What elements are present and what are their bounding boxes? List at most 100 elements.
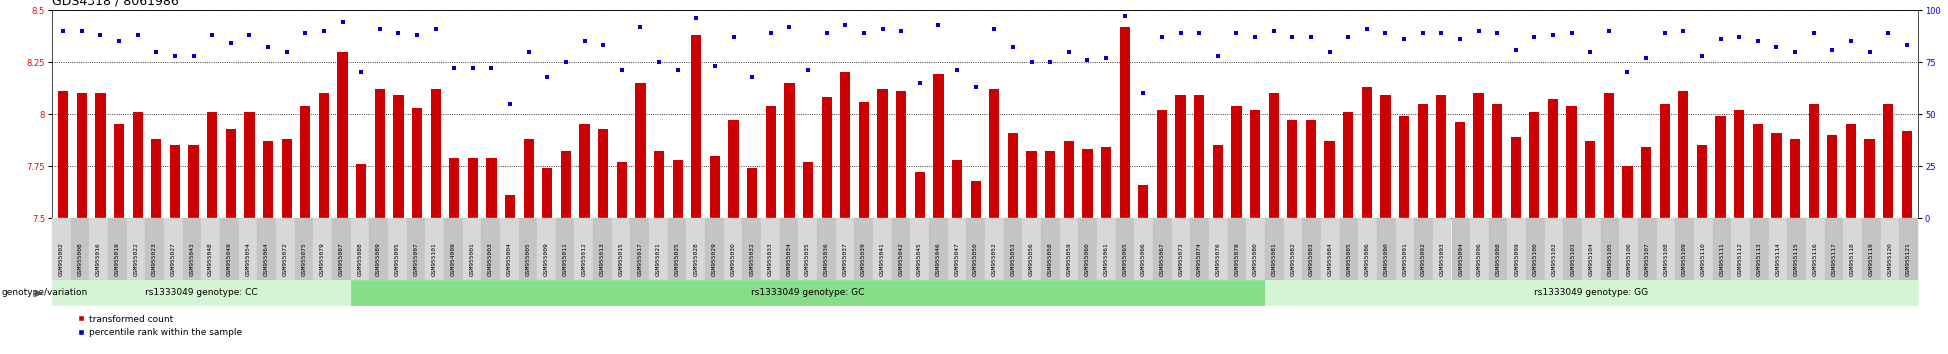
Bar: [1381, 95, 1391, 218]
Point: [1482, 30, 1514, 36]
Text: GSM955087: GSM955087: [339, 243, 343, 276]
Point: [1500, 47, 1531, 52]
Point: [1426, 30, 1457, 36]
Text: GSM955043: GSM955043: [189, 243, 195, 276]
Bar: [635, 83, 645, 218]
Point: [997, 45, 1029, 50]
Bar: [95, 93, 105, 218]
Bar: [542, 168, 553, 218]
Point: [904, 80, 935, 86]
Text: GSM955078: GSM955078: [1235, 243, 1239, 276]
Point: [1704, 36, 1736, 42]
Bar: [1342, 112, 1354, 218]
Bar: [618, 162, 627, 218]
Point: [1611, 70, 1642, 75]
Bar: [1529, 112, 1539, 218]
Bar: [1214, 145, 1223, 218]
Text: GSM955052: GSM955052: [992, 243, 997, 276]
Text: GSM955089: GSM955089: [376, 243, 382, 276]
Text: GSM955107: GSM955107: [1644, 243, 1650, 276]
Bar: [1753, 124, 1763, 218]
Point: [551, 59, 582, 65]
Bar: [189, 145, 199, 218]
Text: GSM955102: GSM955102: [1553, 243, 1556, 276]
Bar: [1305, 120, 1317, 218]
Point: [1537, 32, 1568, 38]
Point: [1128, 90, 1159, 96]
Text: genotype/variation: genotype/variation: [2, 288, 88, 297]
Point: [1724, 34, 1755, 40]
Text: GSM955009: GSM955009: [543, 243, 549, 276]
Point: [1872, 30, 1903, 36]
Bar: [1510, 137, 1521, 218]
Point: [384, 30, 415, 36]
Point: [1835, 38, 1866, 44]
Text: GSM955030: GSM955030: [730, 243, 736, 276]
Text: GSM955117: GSM955117: [1831, 243, 1837, 276]
Point: [923, 22, 955, 27]
Bar: [1231, 106, 1241, 218]
Bar: [1566, 106, 1576, 218]
Bar: [672, 160, 684, 218]
Text: GSM955037: GSM955037: [843, 243, 847, 276]
Point: [271, 49, 302, 55]
Point: [773, 24, 805, 29]
Text: GSM955028: GSM955028: [693, 243, 697, 276]
Text: GSM955032: GSM955032: [750, 243, 754, 276]
Text: GSM955065: GSM955065: [1122, 243, 1128, 276]
Point: [438, 65, 469, 71]
Point: [662, 68, 693, 73]
Bar: [1064, 141, 1073, 218]
Bar: [1864, 139, 1874, 218]
Point: [867, 26, 898, 32]
Text: GSM955042: GSM955042: [898, 243, 904, 276]
Text: GSM955064: GSM955064: [265, 243, 269, 276]
Text: GSM955115: GSM955115: [1794, 243, 1800, 276]
Point: [1854, 49, 1886, 55]
Bar: [76, 93, 88, 218]
Text: GSM955047: GSM955047: [955, 243, 960, 276]
Bar: [1194, 95, 1204, 218]
Bar: [692, 35, 701, 218]
Bar: [1362, 87, 1371, 218]
Bar: [803, 162, 812, 218]
Point: [569, 38, 600, 44]
Point: [234, 32, 265, 38]
Text: GSM955053: GSM955053: [1011, 243, 1015, 276]
Bar: [524, 139, 534, 218]
Point: [1443, 36, 1475, 42]
Bar: [1007, 133, 1019, 218]
Text: GSM955096: GSM955096: [1477, 243, 1482, 276]
Text: GSM955008: GSM955008: [78, 243, 82, 276]
Bar: [1044, 152, 1056, 218]
Point: [327, 20, 358, 25]
Text: GSM955094: GSM955094: [1459, 243, 1463, 276]
Text: GSM955019: GSM955019: [115, 243, 121, 276]
Text: GSM955049: GSM955049: [226, 243, 232, 276]
Text: GSM955080: GSM955080: [1253, 243, 1258, 276]
Bar: [1120, 27, 1130, 218]
Text: GSM955001: GSM955001: [469, 243, 475, 276]
Text: GSM955086: GSM955086: [1366, 243, 1369, 276]
Point: [1574, 49, 1605, 55]
Bar: [1492, 104, 1502, 218]
Text: GSM955093: GSM955093: [1440, 243, 1445, 276]
Text: GSM955033: GSM955033: [768, 243, 773, 276]
Point: [1091, 55, 1122, 61]
Bar: [1138, 185, 1149, 218]
Point: [364, 26, 395, 32]
Text: GSM955066: GSM955066: [1142, 243, 1145, 276]
Point: [66, 28, 97, 34]
Point: [160, 53, 191, 59]
Text: GSM955013: GSM955013: [600, 243, 606, 276]
Bar: [1679, 91, 1689, 218]
Text: GSM955029: GSM955029: [711, 243, 717, 276]
Point: [1593, 28, 1625, 34]
Bar: [374, 89, 386, 218]
Point: [1165, 30, 1196, 36]
Text: GSM955091: GSM955091: [1403, 243, 1406, 276]
Bar: [1808, 104, 1819, 218]
Bar: [916, 172, 925, 218]
Bar: [1623, 166, 1632, 218]
Bar: [1101, 147, 1110, 218]
